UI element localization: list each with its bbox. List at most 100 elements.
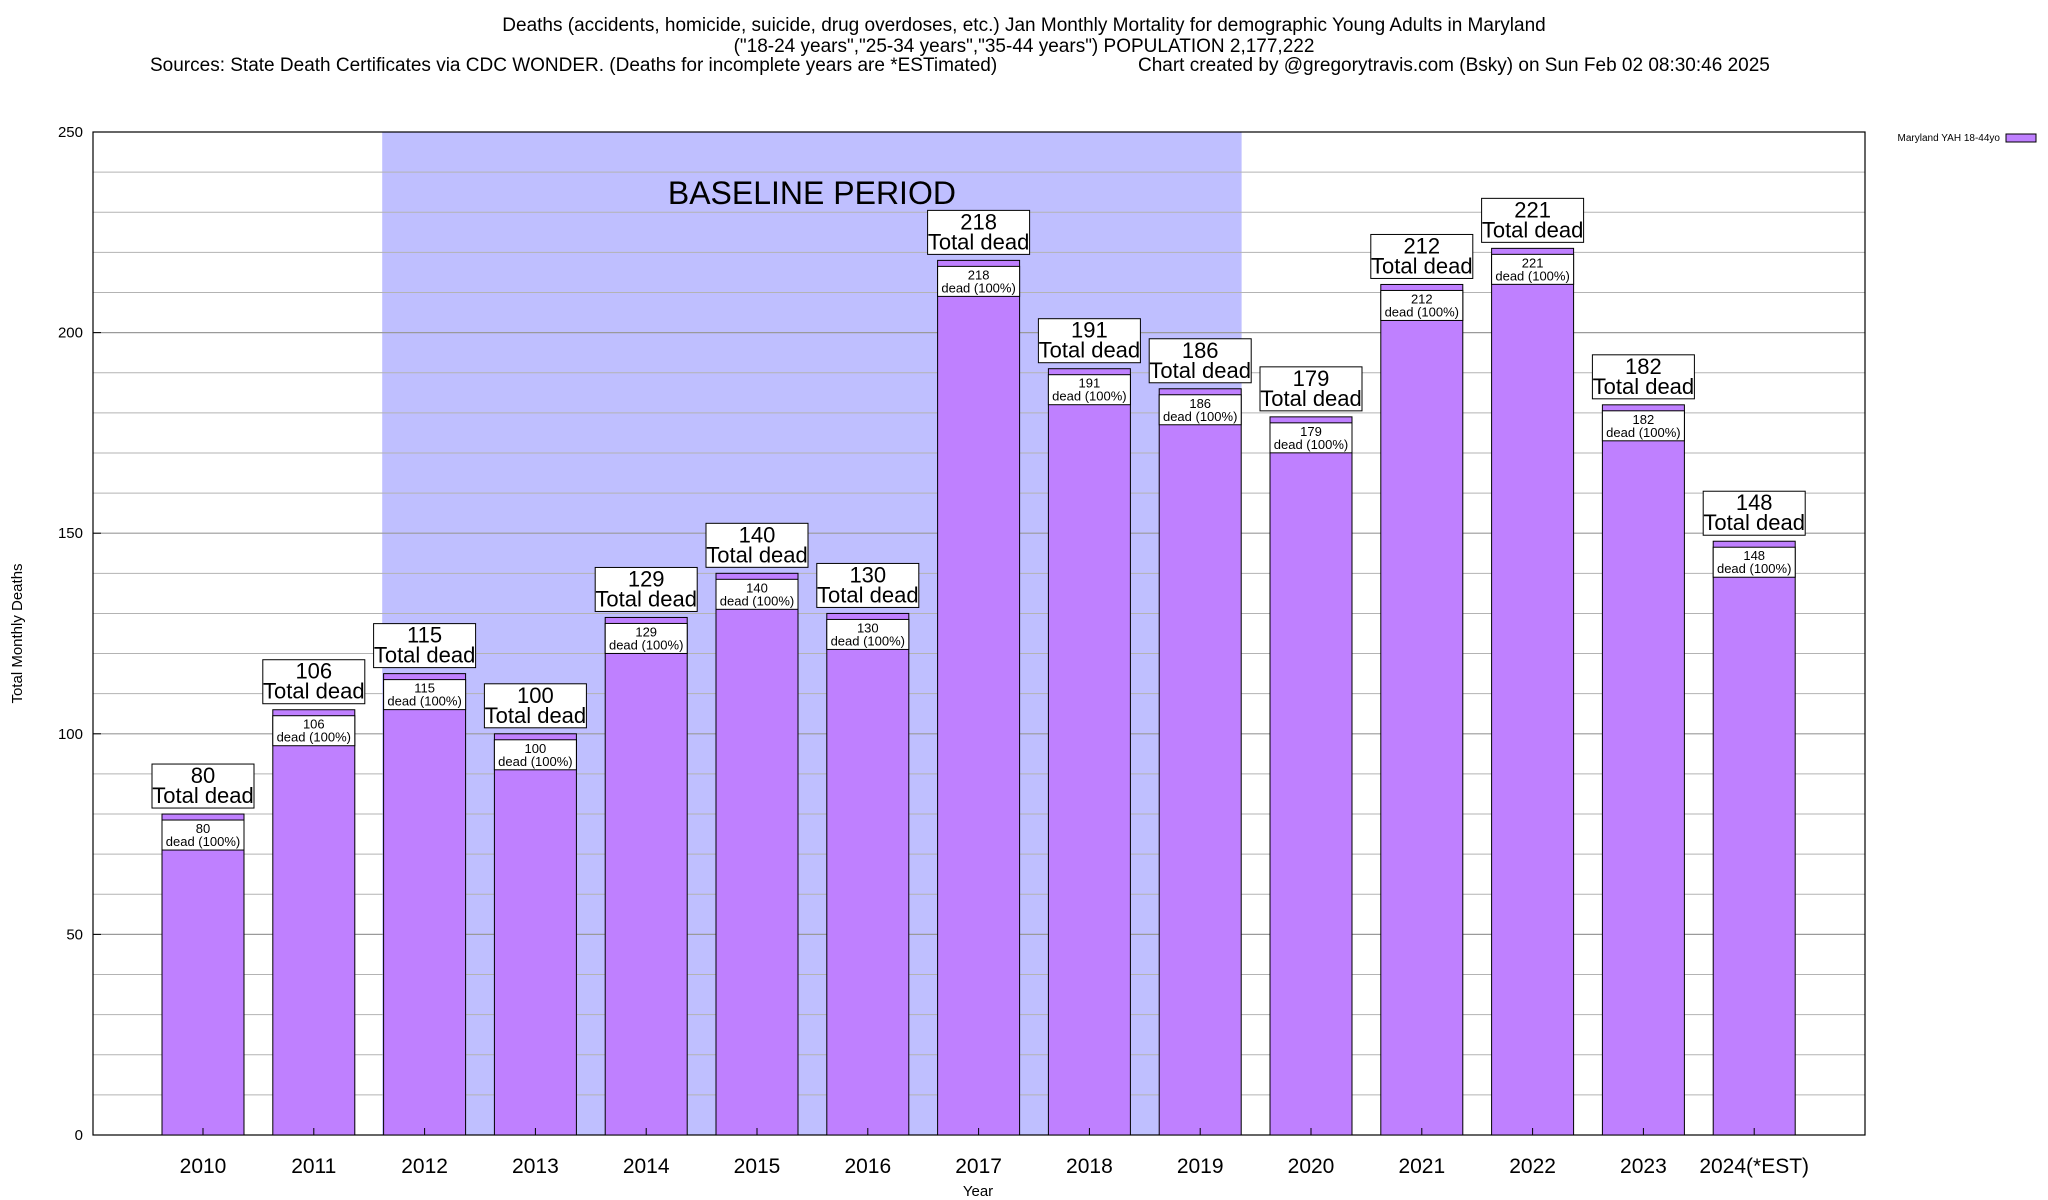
total-text-label: Total dead	[928, 229, 1030, 254]
chart-subtitle: ("18-24 years","25-34 years","35-44 year…	[734, 36, 1315, 57]
total-text-label: Total dead	[1482, 217, 1584, 242]
bar	[1269, 416, 1353, 1136]
x-tick-label: 2014	[623, 1155, 670, 1178]
total-text-label: Total dead	[1371, 253, 1473, 278]
inner-value-label: 80	[196, 821, 210, 836]
bar	[1047, 368, 1131, 1136]
inner-percent-label: dead (100%)	[1606, 425, 1680, 440]
x-tick-label: 2024(*EST)	[1699, 1155, 1809, 1178]
total-text-label: Total dead	[1260, 386, 1362, 411]
total-text-label: Total dead	[152, 783, 254, 808]
bar	[1491, 247, 1575, 1136]
total-label-box	[594, 566, 698, 612]
total-value-label: 221	[1514, 197, 1551, 222]
total-text-label: Total dead	[817, 582, 919, 607]
inner-value-label: 148	[1743, 548, 1765, 563]
inner-percent-label: dead (100%)	[387, 694, 461, 709]
total-value-label: 182	[1625, 354, 1662, 379]
total-value-label: 129	[628, 566, 665, 591]
total-value-label: 130	[849, 562, 886, 587]
total-label-box	[1148, 338, 1252, 384]
inner-percent-label: dead (100%)	[1717, 561, 1791, 576]
inner-value-label: 218	[968, 267, 990, 282]
total-value-label: 100	[517, 683, 554, 708]
bar	[493, 733, 577, 1136]
bar	[383, 673, 467, 1136]
total-label-box	[1370, 233, 1474, 279]
total-label-box	[816, 562, 920, 608]
chart-sources: Sources: State Death Certificates via CD…	[150, 55, 997, 76]
inner-label-box	[1601, 410, 1685, 442]
bar	[1158, 388, 1242, 1136]
inner-label-box	[383, 679, 467, 711]
total-label-box	[1591, 354, 1695, 400]
inner-value-label: 129	[635, 624, 657, 639]
total-value-label: 212	[1403, 233, 1440, 258]
chart-title: Deaths (accidents, homicide, suicide, dr…	[502, 15, 1545, 36]
total-label-box	[705, 522, 809, 568]
bar	[272, 709, 356, 1136]
total-value-label: 148	[1736, 490, 1773, 515]
total-text-label: Total dead	[1703, 510, 1805, 535]
bar	[715, 572, 799, 1136]
total-text-label: Total dead	[706, 542, 808, 567]
total-text-label: Total dead	[485, 703, 587, 728]
total-text-label: Total dead	[1149, 358, 1251, 383]
total-label-box	[1259, 366, 1363, 412]
total-label-box	[262, 659, 366, 705]
inner-label-box	[161, 819, 245, 851]
x-tick-label: 2010	[180, 1155, 227, 1178]
total-label-box	[1702, 490, 1806, 536]
inner-label-box	[272, 715, 356, 747]
x-tick-label: 2020	[1288, 1155, 1335, 1178]
y-tick-label: 100	[58, 726, 83, 743]
total-label-box	[151, 763, 255, 809]
total-text-label: Total dead	[595, 586, 697, 611]
inner-value-label: 115	[414, 681, 435, 696]
inner-label-box	[493, 739, 577, 771]
total-value-label: 186	[1182, 338, 1219, 363]
total-text-label: Total dead	[263, 679, 365, 704]
inner-percent-label: dead (100%)	[1052, 389, 1126, 404]
inner-percent-label: dead (100%)	[498, 754, 572, 769]
total-label-box	[927, 209, 1031, 255]
x-tick-label: 2023	[1620, 1155, 1667, 1178]
total-value-label: 140	[739, 522, 776, 547]
inner-percent-label: dead (100%)	[166, 834, 240, 849]
inner-label-box	[937, 265, 1021, 297]
bar	[826, 612, 910, 1136]
y-tick-label: 0	[75, 1127, 83, 1144]
y-tick-label: 50	[66, 926, 83, 943]
total-label-box	[1481, 197, 1585, 243]
x-tick-label: 2012	[401, 1155, 448, 1178]
inner-percent-label: dead (100%)	[1274, 437, 1348, 452]
legend-entry-label: Maryland YAH 18-44yo	[1898, 133, 2001, 144]
bar	[1601, 404, 1685, 1136]
inner-value-label: 130	[857, 620, 879, 635]
y-tick-label: 200	[58, 325, 83, 342]
inner-label-box	[715, 578, 799, 610]
inner-label-box	[604, 622, 688, 654]
total-value-label: 218	[960, 209, 997, 234]
total-text-label: Total dead	[1039, 338, 1141, 363]
inner-label-box	[1269, 422, 1353, 454]
inner-value-label: 100	[525, 741, 547, 756]
inner-value-label: 179	[1300, 424, 1322, 439]
baseline-period-label: BASELINE PERIOD	[668, 175, 956, 211]
legend-swatch	[2005, 133, 2037, 143]
inner-percent-label: dead (100%)	[1385, 304, 1459, 319]
x-tick-label: 2022	[1509, 1155, 1556, 1178]
inner-value-label: 182	[1633, 412, 1655, 427]
inner-label-box	[1047, 374, 1131, 406]
inner-percent-label: dead (100%)	[941, 280, 1015, 295]
bar	[1712, 540, 1796, 1136]
total-text-label: Total dead	[374, 643, 476, 668]
total-text-label: Total dead	[1593, 374, 1695, 399]
x-tick-label: 2013	[512, 1155, 559, 1178]
inner-value-label: 191	[1079, 376, 1101, 391]
y-tick-label: 250	[58, 124, 83, 141]
chart-credit: Chart created by @gregorytravis.com (Bsk…	[1138, 55, 1770, 76]
x-tick-label: 2018	[1066, 1155, 1113, 1178]
x-tick-label: 2017	[955, 1155, 1002, 1178]
